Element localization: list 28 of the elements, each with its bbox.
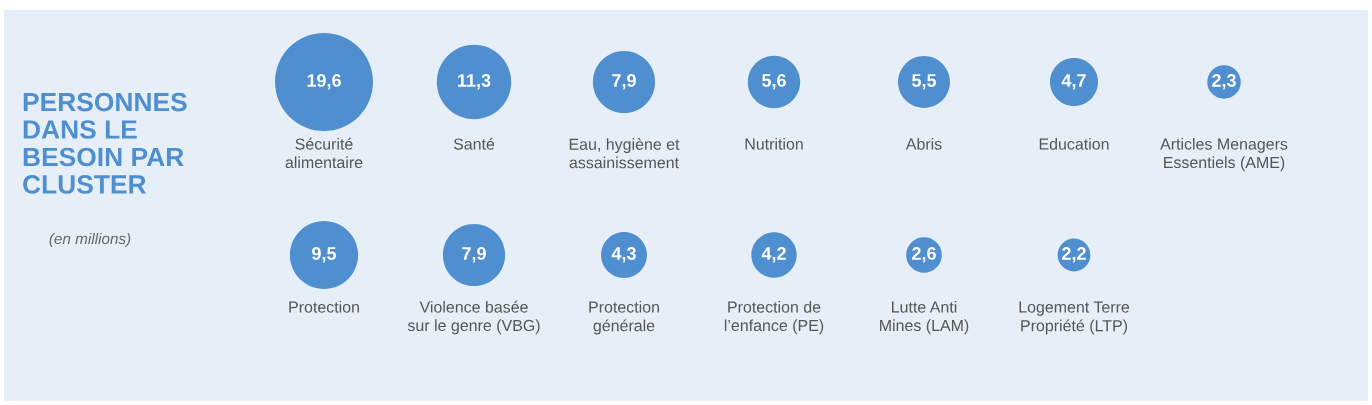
category-label: Santé xyxy=(453,137,495,150)
text: (en millions) xyxy=(49,232,131,248)
category-label: Nutrition xyxy=(745,138,803,150)
category-label: Articles Menagers Essentiels (AME) xyxy=(1160,138,1288,172)
category-label: Logement Terre Propriété (LTP) xyxy=(1019,301,1130,335)
data-label: 4,7 xyxy=(1061,74,1086,90)
data-label: 19,6 xyxy=(307,74,341,90)
category-label: Eau, hygiène et assainissement xyxy=(569,138,680,169)
data-label: 5,5 xyxy=(912,74,937,90)
category-label: Protection xyxy=(289,301,359,313)
data-label: 5,6 xyxy=(762,74,786,90)
data-label: 7,9 xyxy=(612,74,636,90)
data-label: 4,3 xyxy=(611,247,636,263)
category-label: Protection de l’enfance (PE) xyxy=(724,301,824,335)
category-label: Violence basée sur le genre (VBG) xyxy=(407,300,540,335)
data-label: 2,2 xyxy=(1062,247,1086,263)
category-label: Education xyxy=(1039,138,1109,150)
text: PERSONNES DANS LE BESOIN PAR CLUSTER xyxy=(23,92,187,194)
data-label: 11,3 xyxy=(458,74,491,90)
data-label: 2,6 xyxy=(912,247,936,263)
data-label: 2,3 xyxy=(1212,74,1236,90)
category-label: Sécurité alimentaire xyxy=(285,137,363,169)
category-label: Abris xyxy=(905,138,942,150)
category-label: Lutte Anti Mines (LAM) xyxy=(880,301,969,335)
data-label: 7,9 xyxy=(462,247,486,263)
data-label: 9,5 xyxy=(312,247,337,263)
category-label: Protection générale xyxy=(589,301,659,335)
data-label: 4,2 xyxy=(761,247,786,263)
